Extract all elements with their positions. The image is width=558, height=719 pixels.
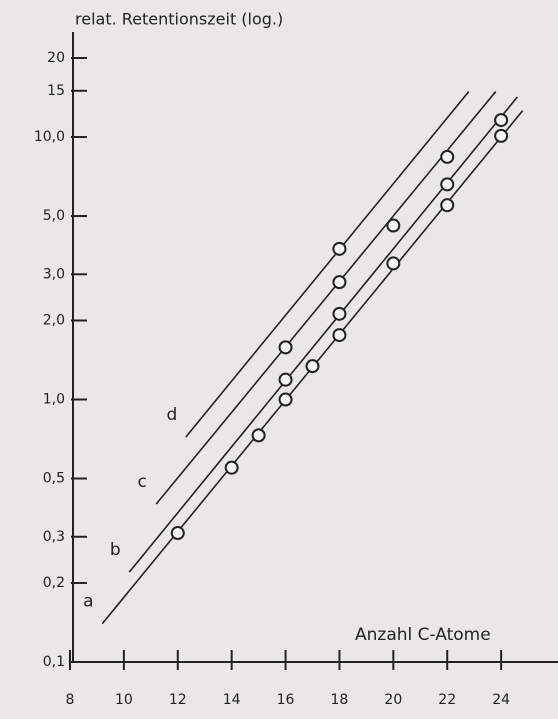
data-point <box>224 460 239 475</box>
x-tick-label: 20 <box>384 692 402 708</box>
line-label: d <box>166 405 177 425</box>
data-point <box>386 256 401 271</box>
y-tick-label: 0,5 <box>43 471 65 487</box>
data-point <box>305 359 320 374</box>
y-axis-title: relat. Retentionszeit (log.) <box>75 10 283 29</box>
fit-line <box>155 91 497 505</box>
y-tick-label: 15 <box>47 83 65 99</box>
y-tick-label: 5,0 <box>43 208 65 224</box>
data-point <box>440 177 455 192</box>
y-tick-label: 20 <box>47 50 65 66</box>
y-tick-label: 0,1 <box>43 654 65 670</box>
fit-line <box>128 96 518 573</box>
x-tick-label: 10 <box>115 692 133 708</box>
data-point <box>440 149 455 164</box>
data-point <box>332 275 347 290</box>
y-tick-label: 0,2 <box>43 575 65 591</box>
data-point <box>494 113 509 128</box>
data-point <box>251 428 266 443</box>
data-point <box>386 218 401 233</box>
data-point <box>332 306 347 321</box>
fit-line <box>185 91 470 438</box>
y-tick-label: 0,3 <box>43 529 65 545</box>
y-tick-label: 3,0 <box>43 266 65 282</box>
data-point <box>440 198 455 213</box>
x-tick-label: 18 <box>331 692 349 708</box>
x-tick-label: 16 <box>277 692 295 708</box>
x-axis-title: Anzahl C-Atome <box>355 625 491 645</box>
data-point <box>494 128 509 143</box>
x-tick-label: 24 <box>492 692 510 708</box>
line-label: b <box>110 540 121 560</box>
line-label: c <box>138 472 147 492</box>
data-point <box>278 392 293 407</box>
x-tick-label: 22 <box>438 692 456 708</box>
y-tick-label: 10,0 <box>34 129 65 145</box>
data-point <box>278 340 293 355</box>
x-tick-label: 8 <box>66 692 75 708</box>
x-tick-label: 12 <box>169 692 187 708</box>
data-point <box>332 328 347 343</box>
data-point <box>170 526 185 541</box>
y-tick-label: 2,0 <box>43 312 65 328</box>
x-tick-label: 14 <box>223 692 241 708</box>
data-point <box>278 372 293 387</box>
data-point <box>332 241 347 256</box>
line-label: a <box>83 592 93 612</box>
y-tick-label: 1,0 <box>43 392 65 408</box>
